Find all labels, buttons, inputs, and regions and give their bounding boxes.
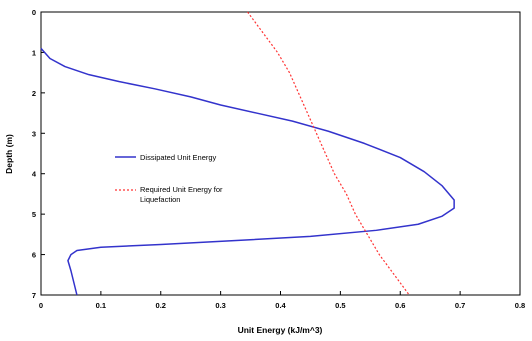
y-axis-ticks: 0 1 2 3 4 5 6 7	[32, 8, 45, 300]
y-tick-label: 6	[32, 251, 36, 260]
x-tick-label: 0.5	[335, 301, 345, 310]
y-tick-label: 2	[32, 89, 36, 98]
y-tick-label: 7	[32, 291, 36, 300]
x-tick-label: 0.4	[275, 301, 286, 310]
x-tick-label: 0.8	[515, 301, 525, 310]
series-layer	[40, 11, 455, 296]
x-tick-label: 0	[39, 301, 43, 310]
y-tick-label: 3	[32, 129, 36, 138]
series-line-required	[247, 11, 410, 296]
x-tick-label: 0.3	[215, 301, 225, 310]
x-tick-label: 0.7	[455, 301, 465, 310]
series-line-dissipated	[40, 47, 455, 296]
y-tick-label: 4	[32, 170, 37, 179]
y-axis-title: Depth (m)	[4, 134, 14, 174]
plot-area	[40, 11, 521, 296]
legend-label-required-line2: Liquefaction	[140, 195, 180, 204]
x-tick-label: 0.6	[395, 301, 405, 310]
y-tick-label: 1	[32, 48, 36, 57]
legend: Dissipated Unit Energy Required Unit Ene…	[115, 153, 223, 204]
x-tick-label: 0.1	[96, 301, 106, 310]
x-axis-title: Unit Energy (kJ/m^3)	[238, 325, 323, 335]
x-axis-ticks: 0 0.1 0.2 0.3 0.4 0.5 0.6 0.7 0.8	[39, 291, 525, 310]
y-tick-label: 0	[32, 8, 36, 17]
y-tick-label: 5	[32, 210, 36, 219]
legend-label-dissipated: Dissipated Unit Energy	[140, 153, 217, 162]
x-tick-label: 0.2	[156, 301, 166, 310]
legend-label-required-line1: Required Unit Energy for	[140, 185, 223, 194]
